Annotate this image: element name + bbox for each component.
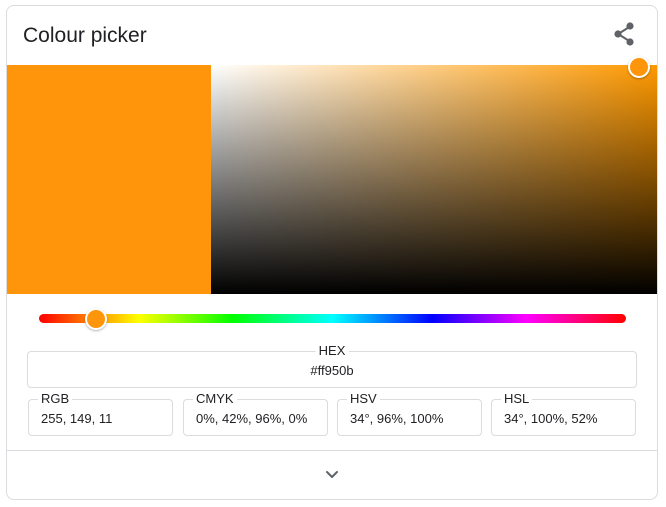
hsv-input[interactable] <box>350 411 475 426</box>
hsl-input[interactable] <box>504 411 629 426</box>
page-title: Colour picker <box>23 24 147 47</box>
chevron-down-icon <box>326 471 338 478</box>
hsv-field: HSV <box>337 392 482 436</box>
hex-field: HEX <box>27 344 637 388</box>
expand-button[interactable] <box>319 462 345 488</box>
color-preview-swatch <box>7 65 211 294</box>
cmyk-label: CMYK <box>193 392 237 406</box>
hex-input[interactable] <box>28 363 636 378</box>
hue-slider-handle[interactable] <box>85 308 107 330</box>
rgb-label: RGB <box>38 392 73 406</box>
saturation-value-handle[interactable] <box>628 56 650 78</box>
hue-slider-track[interactable] <box>39 314 626 323</box>
share-icon <box>614 22 634 46</box>
footer-divider <box>7 450 657 451</box>
hsl-label: HSL <box>501 392 533 406</box>
hsl-field: HSL <box>491 392 636 436</box>
rgb-input[interactable] <box>41 411 166 426</box>
saturation-value-area[interactable] <box>211 65 657 294</box>
hex-label: HEX <box>315 344 349 358</box>
share-button[interactable] <box>607 16 643 52</box>
rgb-field: RGB <box>28 392 173 436</box>
cmyk-input[interactable] <box>196 411 321 426</box>
cmyk-field: CMYK <box>183 392 328 436</box>
colour-picker-card: Colour picker HEX RGB CMYK HSV HSL <box>6 5 658 500</box>
hsv-label: HSV <box>347 392 380 406</box>
